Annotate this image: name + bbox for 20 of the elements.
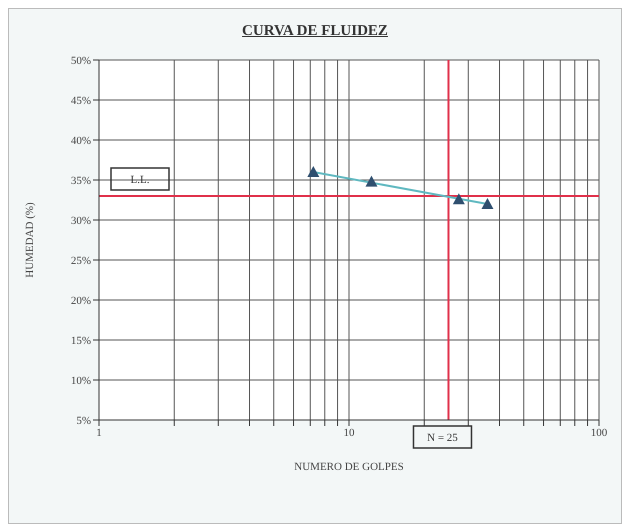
y-tick-label: 50% xyxy=(70,54,91,67)
y-tick-label: 30% xyxy=(70,214,91,227)
y-tick-label: 45% xyxy=(70,94,91,107)
ref-line-label: N = 25 xyxy=(427,432,458,444)
y-axis-title: HUMEDAD (%) xyxy=(24,202,36,278)
y-tick-label: 15% xyxy=(70,334,91,347)
y-tick-label: 35% xyxy=(70,174,91,187)
point xyxy=(481,198,494,209)
y-tick-label: 10% xyxy=(70,374,91,387)
point xyxy=(365,176,378,187)
y-tick-label: 5% xyxy=(76,414,91,427)
y-tick-label: 20% xyxy=(70,294,91,307)
y-tick-label: 25% xyxy=(70,254,91,267)
y-tick-label: 40% xyxy=(70,134,91,147)
x-tick-label: 100 xyxy=(590,426,608,439)
chart-title: CURVA DE FLUIDEZ xyxy=(241,22,389,40)
x-tick-label: 1 xyxy=(96,426,102,439)
point xyxy=(307,166,320,177)
x-tick-label: 10 xyxy=(344,426,355,439)
x-axis-title: NUMERO DE GOLPES xyxy=(294,461,404,473)
